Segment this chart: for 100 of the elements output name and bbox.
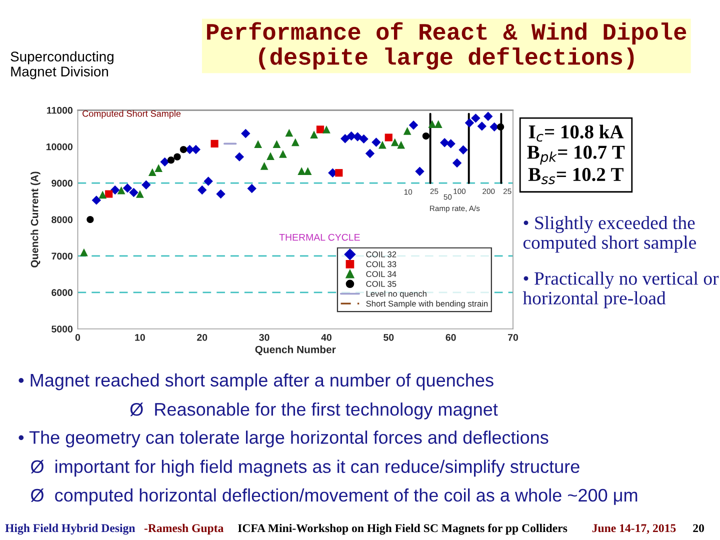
- point: [434, 120, 442, 128]
- y-tick-label: 10000: [46, 143, 73, 150]
- y-tick-label: 5000: [52, 326, 73, 332]
- text: -Ramesh Gupta: [144, 524, 224, 535]
- point: [285, 128, 294, 137]
- x-tick-label: 40: [321, 334, 332, 341]
- point: [254, 140, 262, 148]
- point: [154, 164, 163, 172]
- point: [477, 122, 487, 131]
- point: [428, 120, 436, 128]
- point: [260, 162, 268, 170]
- text: I$_{c}$= 10.8 kA B$_{pk}$= 10.7 T B$_{ss}$= 10.2 T: [527, 124, 625, 184]
- point: [310, 130, 318, 139]
- point: [335, 169, 343, 177]
- point: [415, 166, 424, 176]
- x-tick-label: 10: [135, 334, 145, 341]
- text: • Practically no vertical or horizontal pre-load: [522, 272, 719, 308]
- point: [80, 248, 88, 256]
- point: [291, 138, 300, 146]
- point: [191, 144, 201, 154]
- text: Ø Reasonable for the first technology magnet: [130, 402, 498, 420]
- x-axis-title: Quench Number: [255, 346, 336, 356]
- point: [497, 123, 504, 130]
- point: [86, 216, 94, 224]
- point: [279, 150, 287, 158]
- text: ICFA Mini-Workshop on High Field SC Magnets for pp Colliders: [238, 524, 568, 535]
- point: [117, 186, 126, 194]
- ref-line-label: Computed Short Sample: [82, 110, 181, 119]
- point: [397, 140, 406, 149]
- point: [234, 152, 244, 162]
- point: [484, 112, 493, 121]
- point: [180, 146, 187, 154]
- point: [464, 118, 474, 128]
- point: [298, 167, 306, 175]
- point: [490, 122, 499, 132]
- y-tick-label: 11000: [47, 106, 73, 114]
- text: • Slightly exceeded the computed short sample: [523, 216, 696, 253]
- text: Superconducting Magnet Division: [10, 51, 114, 80]
- text: Ø important for high field magnets as it can reduce/simplify structure: [30, 460, 580, 477]
- point: [136, 190, 144, 198]
- y-tick-label: 8000: [52, 216, 73, 224]
- x-tick-label: 30: [259, 334, 270, 341]
- point: [174, 153, 181, 160]
- point: [403, 127, 412, 135]
- legend-label: Level no quench: [366, 290, 426, 298]
- point: [458, 145, 468, 154]
- text: 20: [693, 524, 704, 532]
- point: [148, 168, 156, 176]
- point: [160, 157, 170, 167]
- legend-label: COIL 32: [366, 251, 396, 258]
- annotation: THERMAL CYCLE: [279, 234, 360, 241]
- y-tick-label: 6000: [52, 289, 73, 296]
- point: [352, 132, 362, 142]
- point: [167, 156, 175, 164]
- point: [304, 167, 312, 175]
- x-tick-label: 0: [75, 334, 80, 341]
- point: [216, 189, 226, 199]
- legend-label: COIL 34: [366, 271, 396, 278]
- point: [408, 120, 418, 130]
- point: [422, 132, 430, 140]
- x-tick-label: 70: [508, 334, 518, 341]
- point: [390, 138, 399, 146]
- point: [372, 138, 381, 147]
- point: [110, 185, 120, 195]
- point: [266, 152, 274, 160]
- text: High Field Hybrid Design: [5, 524, 136, 535]
- point: [247, 184, 256, 194]
- text: • The geometry can tolerate large horizontal forces and deflections: [18, 430, 548, 448]
- y-axis-title: Quench Current (A): [30, 172, 40, 268]
- point: [452, 158, 462, 168]
- point: [384, 134, 392, 142]
- point: [204, 176, 213, 186]
- x-tick-label: 20: [197, 334, 208, 341]
- y-tick-label: 7000: [52, 252, 73, 260]
- point: [122, 184, 132, 193]
- legend-label: COIL 35: [366, 280, 396, 287]
- legend-label: COIL 33: [366, 261, 396, 268]
- text: • Magnet reached short sample after a number of quenches: [18, 373, 494, 390]
- x-tick-label: 60: [446, 334, 456, 341]
- point: [272, 140, 281, 148]
- point: [471, 114, 480, 123]
- point: [365, 148, 375, 158]
- point: [340, 134, 350, 144]
- point: [105, 190, 113, 198]
- point: [142, 180, 151, 190]
- point: [316, 126, 324, 134]
- legend-label: Short Sample with bending strain: [366, 300, 488, 308]
- point: [241, 128, 250, 138]
- y-tick-label: 9000: [52, 180, 73, 187]
- chart-title: Performance of React & Wind Dipole (despite large deflections): [207, 22, 686, 70]
- point: [92, 196, 102, 205]
- point: [210, 140, 218, 148]
- point: [198, 185, 207, 195]
- x-tick-label: 50: [384, 334, 394, 341]
- point: [446, 139, 456, 148]
- point: [129, 188, 138, 198]
- point: [378, 140, 386, 149]
- point: [98, 190, 107, 199]
- text: Ø computed horizontal deflection/movement of the coil as a whole ~200 μm: [30, 488, 638, 506]
- point: [359, 134, 368, 144]
